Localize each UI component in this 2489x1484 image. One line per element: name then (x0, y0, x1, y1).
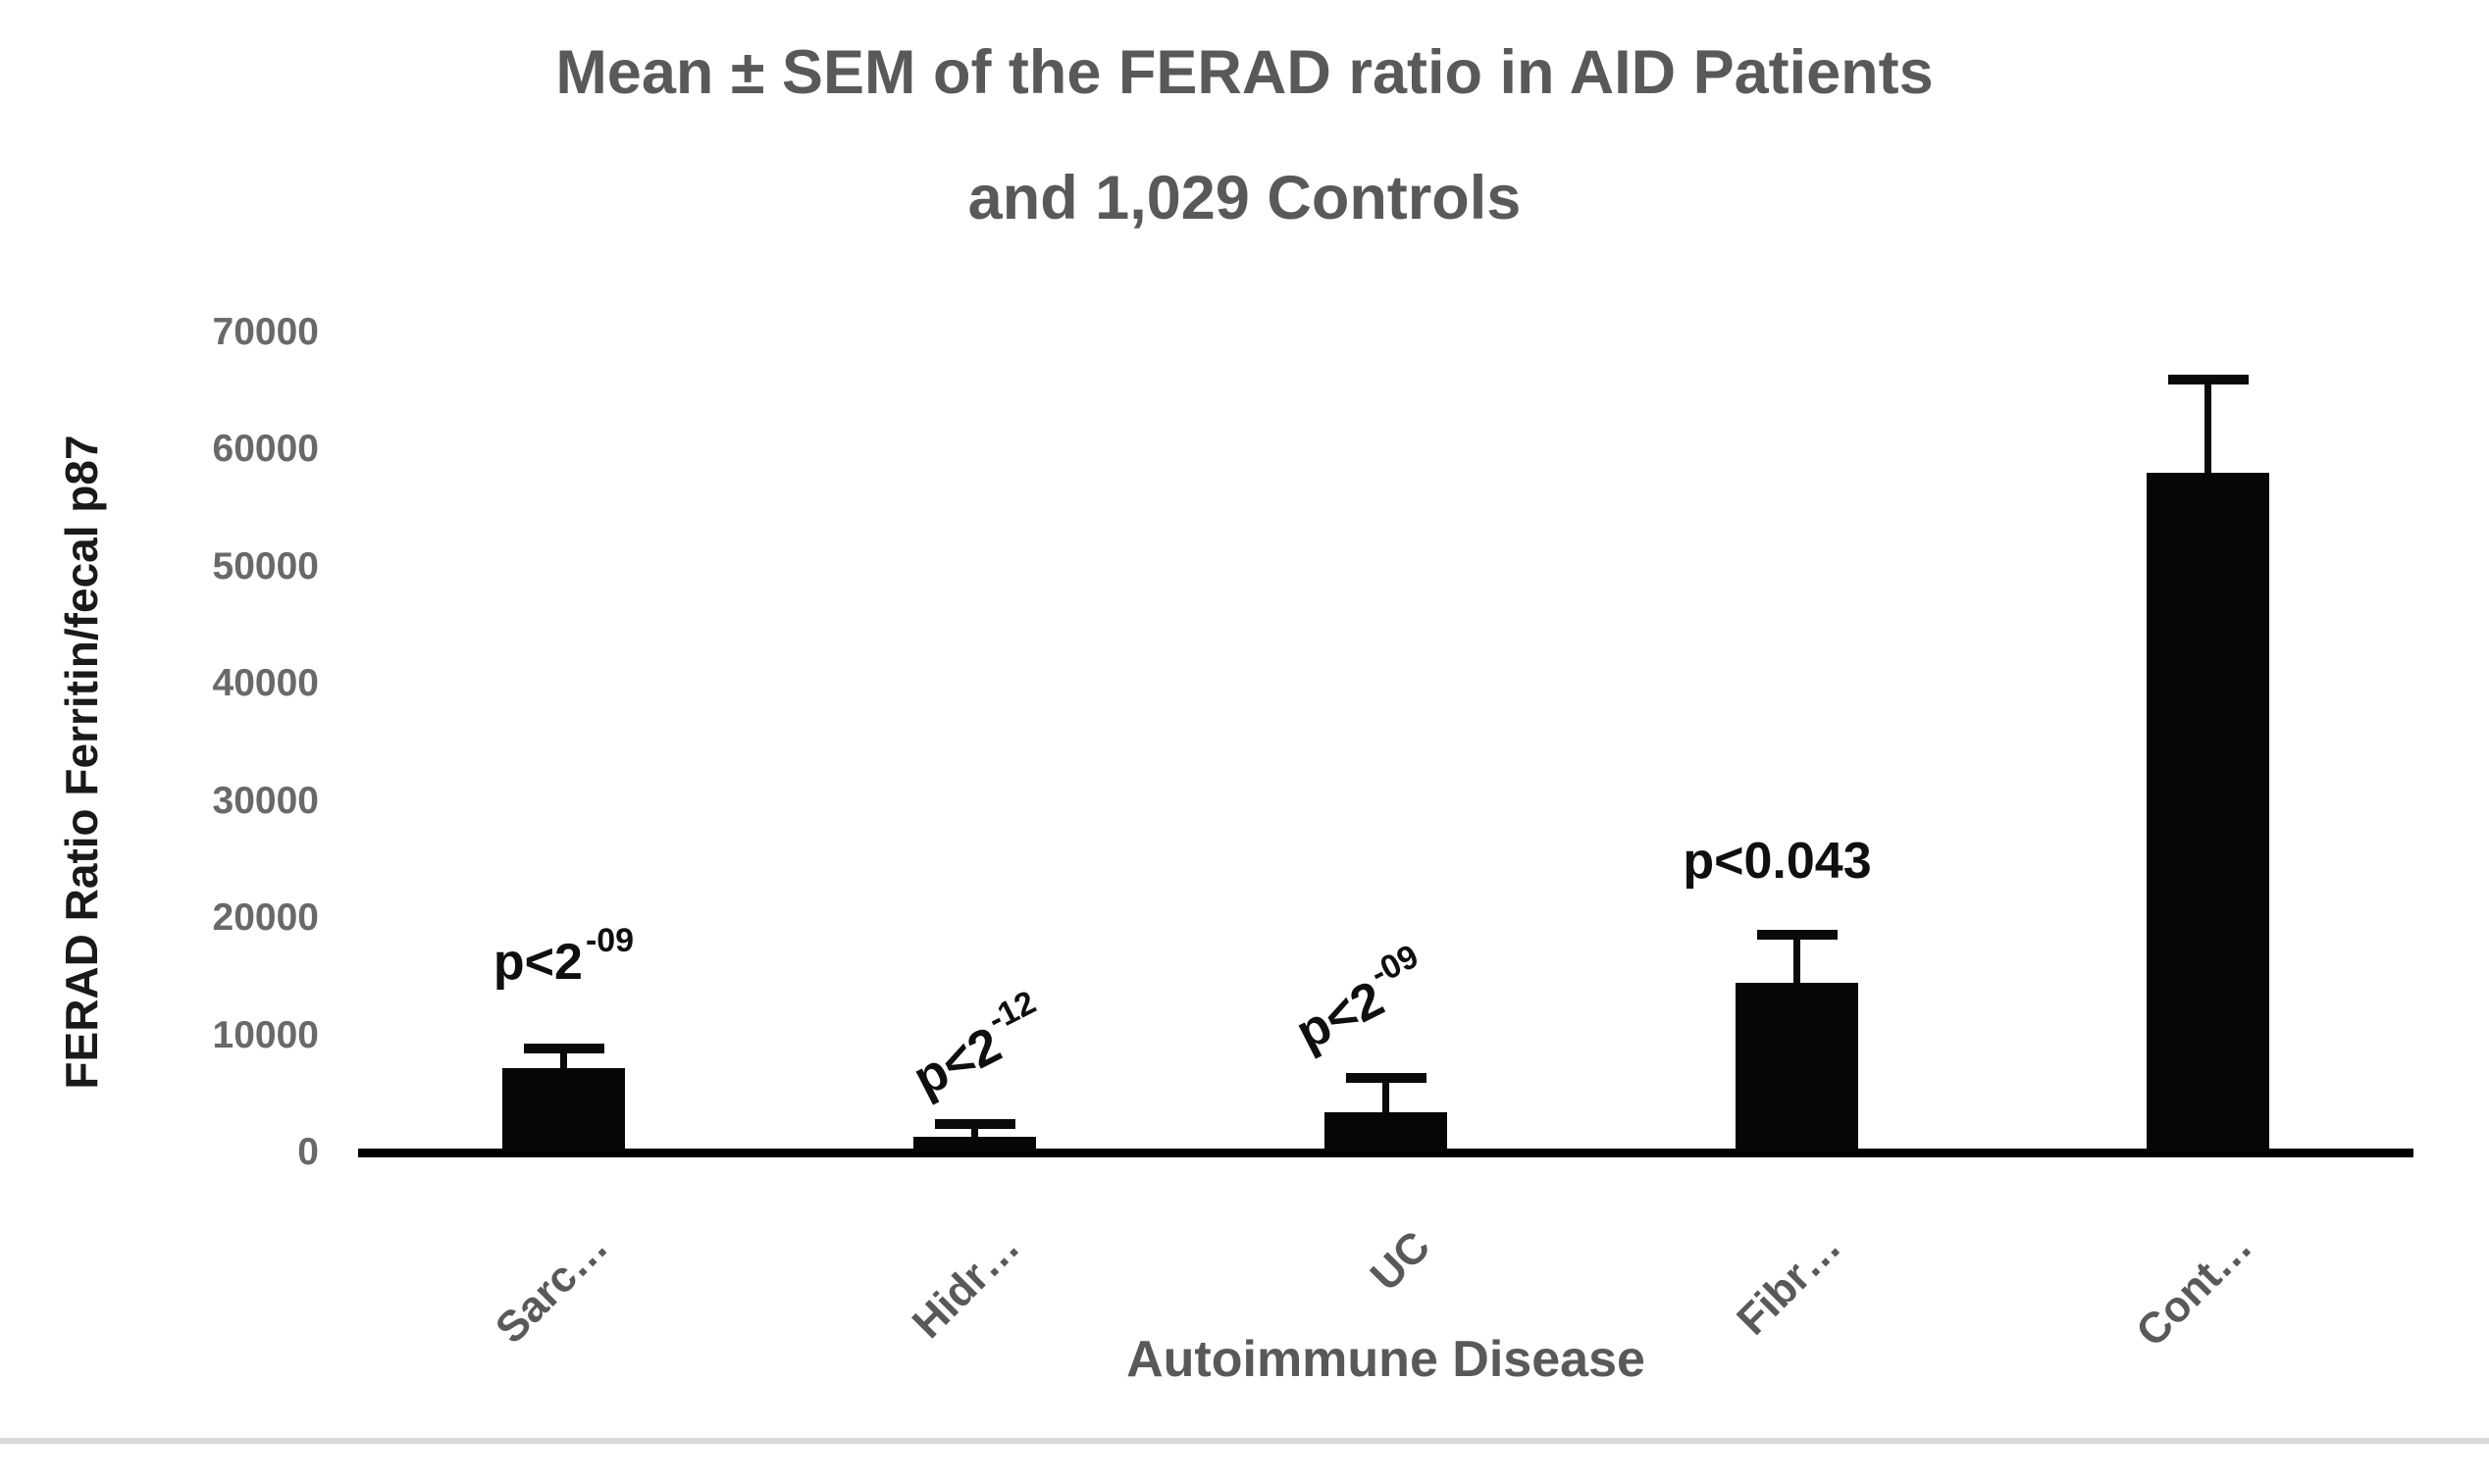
error-bar-cap (2167, 374, 2249, 384)
y-tick-label: 0 (297, 1131, 319, 1173)
y-tick-label: 40000 (212, 662, 319, 705)
y-tick-label: 60000 (212, 428, 319, 471)
category-label: UC (1361, 1222, 1440, 1301)
error-bar-whisker (1382, 1077, 1389, 1113)
bar (1324, 1112, 1447, 1152)
error-bar-whisker (1793, 934, 1800, 983)
error-bar-whisker (971, 1124, 978, 1138)
y-tick-label: 10000 (212, 1013, 319, 1056)
error-bar-cap (1345, 1072, 1426, 1083)
y-axis-title: FERAD Ratio Ferritin/fecal p87 (56, 435, 107, 1090)
bar (2147, 473, 2269, 1152)
p-value-text: p<2 (493, 933, 583, 991)
error-bar-whisker (560, 1048, 567, 1068)
bar (1736, 982, 1858, 1152)
error-bar-cap (934, 1119, 1015, 1130)
bottom-divider (0, 1438, 2489, 1444)
p-value-annotation: p<2 -09 (348, 915, 780, 1009)
y-tick-label: 70000 (212, 311, 319, 353)
bar (502, 1068, 625, 1152)
x-axis-title: Autoimmune Disease (1126, 1331, 1645, 1388)
chart-title: Mean ± SEM of the FERAD ratio in AID Pat… (0, 10, 2489, 261)
error-bar-whisker (2204, 379, 2211, 474)
p-value-exponent: -09 (585, 922, 635, 960)
p-value-annotation: p<2 -09 (1149, 864, 1577, 1144)
y-tick-label: 50000 (212, 544, 319, 588)
y-tick-label: 20000 (212, 896, 319, 940)
bar (913, 1137, 1036, 1152)
p-value-annotation: p<0.043 (1562, 814, 1994, 908)
p-value-text: p<0.043 (1683, 832, 1872, 890)
y-tick-label: 30000 (212, 779, 319, 822)
chart-title-line1: Mean ± SEM of the FERAD ratio in AID Pat… (555, 38, 1934, 107)
chart-title-line2: and 1,029 Controls (967, 164, 1522, 232)
category-label: Fibr… (1728, 1222, 1851, 1345)
error-bar-cap (1756, 929, 1838, 940)
x-axis-line (358, 1149, 2413, 1157)
error-bar-cap (523, 1043, 604, 1053)
